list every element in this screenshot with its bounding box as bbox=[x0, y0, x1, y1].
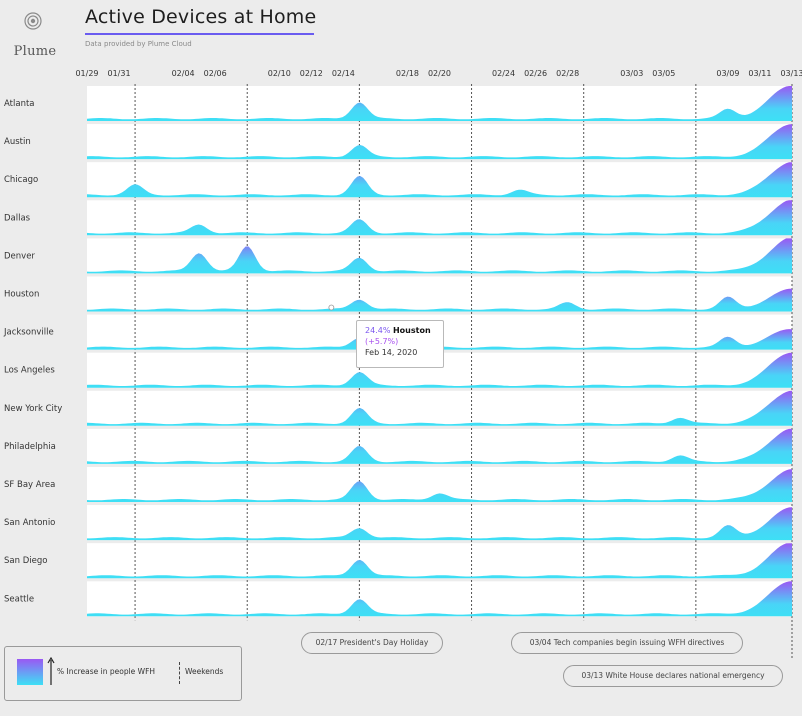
row-band bbox=[87, 86, 792, 121]
city-label: Seattle bbox=[4, 594, 34, 604]
legend-dash-label: Weekends bbox=[185, 667, 224, 676]
city-area bbox=[87, 86, 792, 121]
x-tick-label: 02/18 bbox=[396, 69, 419, 78]
legend-dash-sample bbox=[179, 662, 180, 684]
city-label: Jacksonville bbox=[3, 328, 54, 338]
x-tick-label: 02/24 bbox=[492, 69, 515, 78]
city-label: Chicago bbox=[4, 175, 38, 185]
x-tick-label: 02/28 bbox=[556, 69, 579, 78]
x-tick-label: 01/31 bbox=[108, 69, 131, 78]
x-tick-label: 02/20 bbox=[428, 69, 451, 78]
row-band bbox=[87, 162, 792, 198]
tooltip-date: Feb 14, 2020 bbox=[365, 348, 418, 357]
x-tick-label: 02/26 bbox=[524, 69, 547, 78]
x-tick-label: 01/29 bbox=[75, 69, 98, 78]
city-area bbox=[87, 469, 792, 502]
chart-subtitle: Data provided by Plume Cloud bbox=[85, 40, 192, 48]
x-tick-label: 03/09 bbox=[716, 69, 739, 78]
row-band bbox=[87, 124, 792, 160]
x-tick-label: 02/14 bbox=[332, 69, 355, 78]
x-tick-label: 02/04 bbox=[172, 69, 195, 78]
row-band bbox=[87, 505, 792, 541]
city-area bbox=[87, 288, 792, 312]
annotation-presidents-day: 02/17 President's Day Holiday bbox=[301, 632, 443, 654]
tooltip-city: Houston bbox=[392, 326, 431, 335]
legend-fill-label: % Increase in people WFH bbox=[57, 667, 156, 676]
row-band bbox=[87, 581, 792, 617]
x-tick-label: 03/05 bbox=[652, 69, 675, 78]
x-tick-label: 02/12 bbox=[300, 69, 323, 78]
x-tick-label: 03/11 bbox=[748, 69, 771, 78]
city-area bbox=[87, 507, 792, 541]
tooltip-value: 24.4% bbox=[365, 326, 391, 335]
hover-marker bbox=[328, 304, 335, 311]
x-tick-label: 02/06 bbox=[204, 69, 227, 78]
city-label: Austin bbox=[4, 137, 31, 147]
x-tick-label: 03/13 bbox=[780, 69, 802, 78]
city-label: San Antonio bbox=[4, 518, 55, 528]
legend-gradient-swatch bbox=[17, 659, 43, 685]
legend: % Increase in people WFH Weekends bbox=[4, 646, 242, 701]
x-tick-label: 02/10 bbox=[268, 69, 291, 78]
city-label: New York City bbox=[4, 404, 62, 414]
city-label: San Diego bbox=[4, 556, 47, 566]
row-band bbox=[87, 276, 792, 312]
city-label: Houston bbox=[4, 290, 39, 300]
annotation-national-emergency: 03/13 White House declares national emer… bbox=[563, 665, 783, 687]
city-label: Denver bbox=[4, 251, 35, 261]
x-tick-label: 03/03 bbox=[620, 69, 643, 78]
city-label: Philadelphia bbox=[4, 442, 56, 452]
city-label: SF Bay Area bbox=[4, 480, 55, 490]
hover-tooltip: 24.4% Houston (+5.7%) Feb 14, 2020 bbox=[356, 320, 444, 368]
city-label: Dallas bbox=[4, 213, 31, 223]
title-underline bbox=[85, 33, 314, 35]
chart-title: Active Devices at Home bbox=[85, 6, 317, 28]
tooltip-change: (+5.7%) bbox=[365, 337, 399, 346]
annotation-wfh-directives: 03/04 Tech companies begin issuing WFH d… bbox=[511, 632, 743, 654]
logo-text: Plume bbox=[13, 44, 57, 59]
city-area bbox=[87, 329, 792, 350]
row-band bbox=[87, 543, 792, 579]
plume-logo-icon bbox=[24, 12, 42, 30]
up-arrow-icon bbox=[47, 657, 55, 685]
city-label: Los Angeles bbox=[4, 366, 55, 376]
plume-logo: Plume bbox=[8, 10, 60, 59]
city-label: Atlanta bbox=[4, 99, 35, 109]
